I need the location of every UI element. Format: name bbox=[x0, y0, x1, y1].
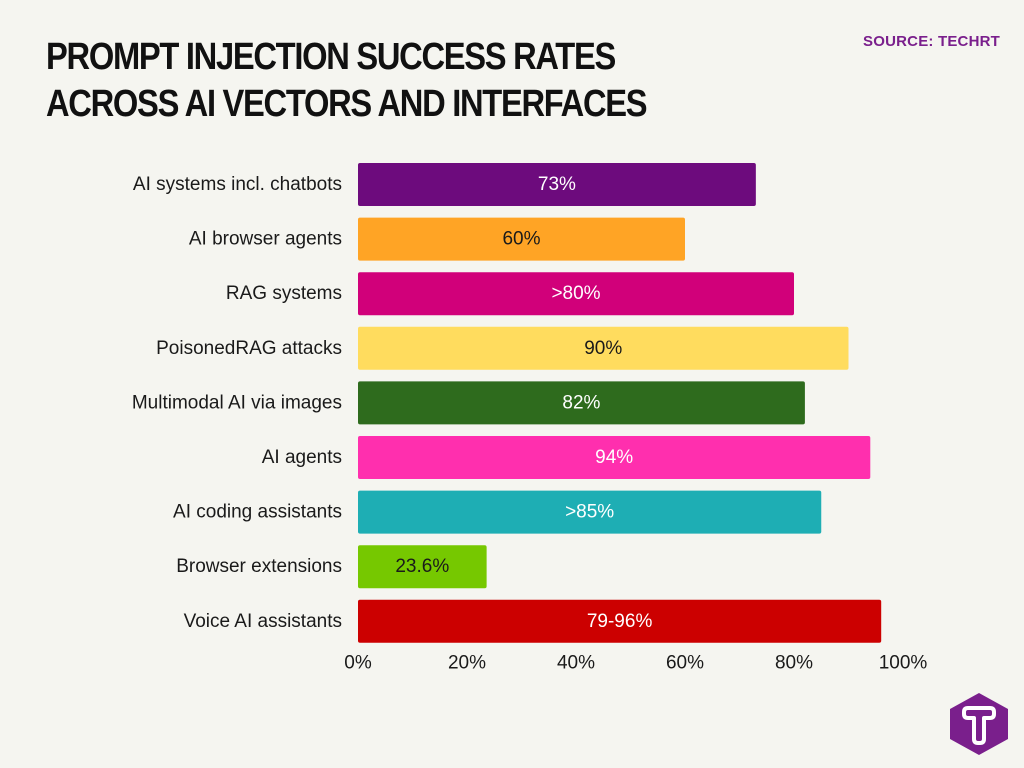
category-label: Voice AI assistants bbox=[184, 611, 342, 632]
chart-title: PROMPT INJECTION SUCCESS RATES ACROSS AI… bbox=[46, 36, 648, 125]
value-label: 73% bbox=[538, 174, 576, 195]
bar bbox=[358, 217, 685, 261]
bar bbox=[358, 545, 487, 589]
bar bbox=[358, 599, 882, 643]
value-label: 90% bbox=[584, 338, 622, 359]
value-label: 94% bbox=[595, 447, 633, 468]
category-label: RAG systems bbox=[226, 283, 342, 304]
category-label: AI browser agents bbox=[189, 229, 342, 250]
category-label: Multimodal AI via images bbox=[132, 392, 342, 413]
category-label: AI systems incl. chatbots bbox=[133, 174, 342, 195]
bar bbox=[358, 381, 805, 425]
bar bbox=[358, 272, 794, 316]
category-label: PoisonedRAG attacks bbox=[156, 338, 342, 359]
category-label: Browser extensions bbox=[176, 556, 342, 577]
value-label: >80% bbox=[551, 283, 600, 304]
x-tick-label: 40% bbox=[557, 653, 595, 674]
x-tick-label: 60% bbox=[666, 653, 704, 674]
value-label: >85% bbox=[565, 502, 614, 523]
bar bbox=[358, 490, 822, 534]
value-label: 23.6% bbox=[395, 556, 449, 577]
bar bbox=[358, 163, 756, 206]
category-label: AI coding assistants bbox=[173, 502, 342, 523]
bar bbox=[358, 326, 849, 370]
value-label: 82% bbox=[562, 392, 600, 413]
source-label: SOURCE: TECHRT bbox=[863, 33, 1000, 50]
x-tick-label: 0% bbox=[344, 653, 372, 674]
value-label: 79-96% bbox=[587, 611, 653, 632]
logo-hexagon bbox=[950, 693, 1008, 755]
category-label: AI agents bbox=[262, 447, 342, 468]
x-tick-label: 20% bbox=[448, 653, 486, 674]
t-hexagon-logo-icon bbox=[950, 693, 1008, 755]
x-tick-label: 80% bbox=[775, 653, 813, 674]
logo-letter-t bbox=[962, 706, 996, 745]
value-label: 60% bbox=[502, 229, 540, 250]
x-tick-label: 100% bbox=[879, 653, 928, 674]
bar bbox=[358, 436, 871, 479]
